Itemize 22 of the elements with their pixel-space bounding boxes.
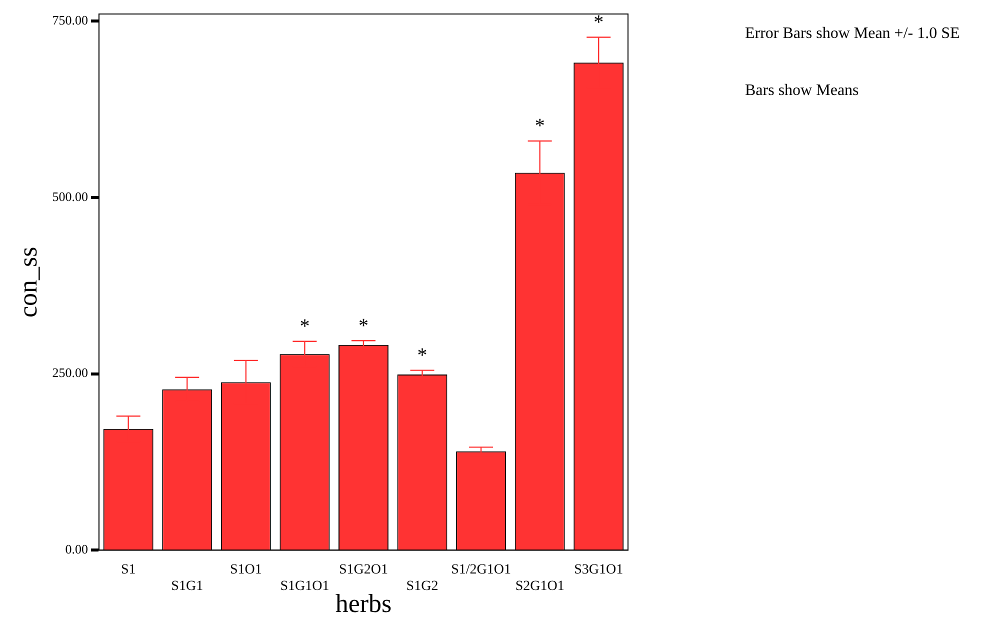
x-tick-label: S1O1 (230, 562, 262, 578)
y-tick-label: 500.00 (52, 188, 88, 204)
x-axis-title: herbs (335, 589, 392, 618)
annotation: * (594, 12, 604, 34)
annotation: * (358, 314, 368, 337)
x-tick-label: S1/2G1O1 (451, 562, 511, 578)
text: Error Bars show Mean +/- 1.0 SE (745, 25, 960, 42)
y-tick-label: 0.00 (65, 542, 88, 557)
y-tick-label: 250.00 (52, 365, 88, 380)
x-tick-label: S2G1O1 (515, 579, 564, 594)
annotation: * (300, 316, 310, 338)
x-tick-label: S1G1 (171, 579, 204, 594)
y-tick-label: 750.00 (52, 12, 88, 28)
annotation: * (417, 344, 428, 367)
x-tick-label: S1G2O1 (338, 562, 388, 578)
x-tick-label: S1G1O1 (280, 579, 330, 594)
annotation: * (534, 115, 545, 138)
text: Bars show Means (745, 82, 859, 100)
x-tick-label: S1 (120, 562, 136, 578)
y-axis-title: con_ss (13, 246, 42, 318)
x-tick-label: S1G2 (406, 579, 438, 594)
x-tick-label: S3G1O1 (574, 562, 624, 578)
